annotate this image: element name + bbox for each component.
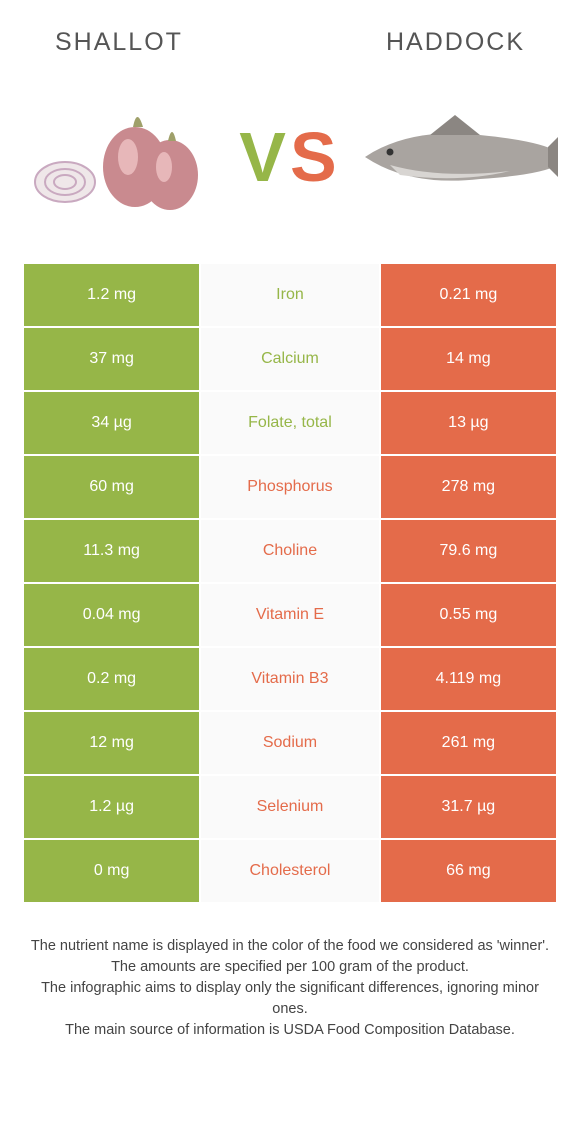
nutrient-name: Folate, total bbox=[200, 391, 380, 455]
footer-notes: The nutrient name is displayed in the co… bbox=[24, 936, 556, 1041]
nutrient-name: Cholesterol bbox=[200, 839, 380, 903]
left-food-title: Shallot bbox=[55, 28, 183, 57]
haddock-image bbox=[360, 97, 560, 217]
footer-line-4: The main source of information is USDA F… bbox=[24, 1020, 556, 1041]
nutrient-name: Choline bbox=[200, 519, 380, 583]
nutrient-name: Sodium bbox=[200, 711, 380, 775]
right-value: 4.119 mg bbox=[380, 647, 557, 711]
right-value: 261 mg bbox=[380, 711, 557, 775]
table-row: 0 mgCholesterol66 mg bbox=[23, 839, 557, 903]
left-value: 0.2 mg bbox=[23, 647, 200, 711]
vs-v: V bbox=[239, 118, 290, 196]
left-value: 60 mg bbox=[23, 455, 200, 519]
nutrient-name: Iron bbox=[200, 263, 380, 327]
table-row: 1.2 µgSelenium31.7 µg bbox=[23, 775, 557, 839]
left-value: 1.2 mg bbox=[23, 263, 200, 327]
right-value: 31.7 µg bbox=[380, 775, 557, 839]
left-value: 11.3 mg bbox=[23, 519, 200, 583]
right-value: 14 mg bbox=[380, 327, 557, 391]
vs-s: S bbox=[290, 118, 341, 196]
nutrient-name: Vitamin E bbox=[200, 583, 380, 647]
table-row: 0.04 mgVitamin E0.55 mg bbox=[23, 583, 557, 647]
table-row: 12 mgSodium261 mg bbox=[23, 711, 557, 775]
right-value: 278 mg bbox=[380, 455, 557, 519]
right-value: 79.6 mg bbox=[380, 519, 557, 583]
nutrient-name: Phosphorus bbox=[200, 455, 380, 519]
left-value: 1.2 µg bbox=[23, 775, 200, 839]
right-value: 66 mg bbox=[380, 839, 557, 903]
left-value: 0.04 mg bbox=[23, 583, 200, 647]
nutrient-name: Vitamin B3 bbox=[200, 647, 380, 711]
table-row: 60 mgPhosphorus278 mg bbox=[23, 455, 557, 519]
table-row: 1.2 mgIron0.21 mg bbox=[23, 263, 557, 327]
nutrition-table: 1.2 mgIron0.21 mg37 mgCalcium14 mg34 µgF… bbox=[22, 262, 558, 904]
right-value: 13 µg bbox=[380, 391, 557, 455]
table-row: 0.2 mgVitamin B34.119 mg bbox=[23, 647, 557, 711]
table-row: 34 µgFolate, total13 µg bbox=[23, 391, 557, 455]
footer-line-3: The infographic aims to display only the… bbox=[24, 978, 556, 1020]
left-value: 12 mg bbox=[23, 711, 200, 775]
right-value: 0.21 mg bbox=[380, 263, 557, 327]
table-row: 11.3 mgCholine79.6 mg bbox=[23, 519, 557, 583]
left-value: 34 µg bbox=[23, 391, 200, 455]
left-value: 0 mg bbox=[23, 839, 200, 903]
nutrient-name: Selenium bbox=[200, 775, 380, 839]
right-value: 0.55 mg bbox=[380, 583, 557, 647]
vs-row: VS bbox=[0, 67, 580, 242]
table-row: 37 mgCalcium14 mg bbox=[23, 327, 557, 391]
nutrient-name: Calcium bbox=[200, 327, 380, 391]
header: Shallot Haddock bbox=[0, 0, 580, 67]
left-value: 37 mg bbox=[23, 327, 200, 391]
footer-line-1: The nutrient name is displayed in the co… bbox=[24, 936, 556, 957]
footer-line-2: The amounts are specified per 100 gram o… bbox=[24, 957, 556, 978]
vs-label: VS bbox=[239, 117, 340, 197]
shallot-image bbox=[20, 97, 220, 217]
right-food-title: Haddock bbox=[386, 28, 525, 57]
